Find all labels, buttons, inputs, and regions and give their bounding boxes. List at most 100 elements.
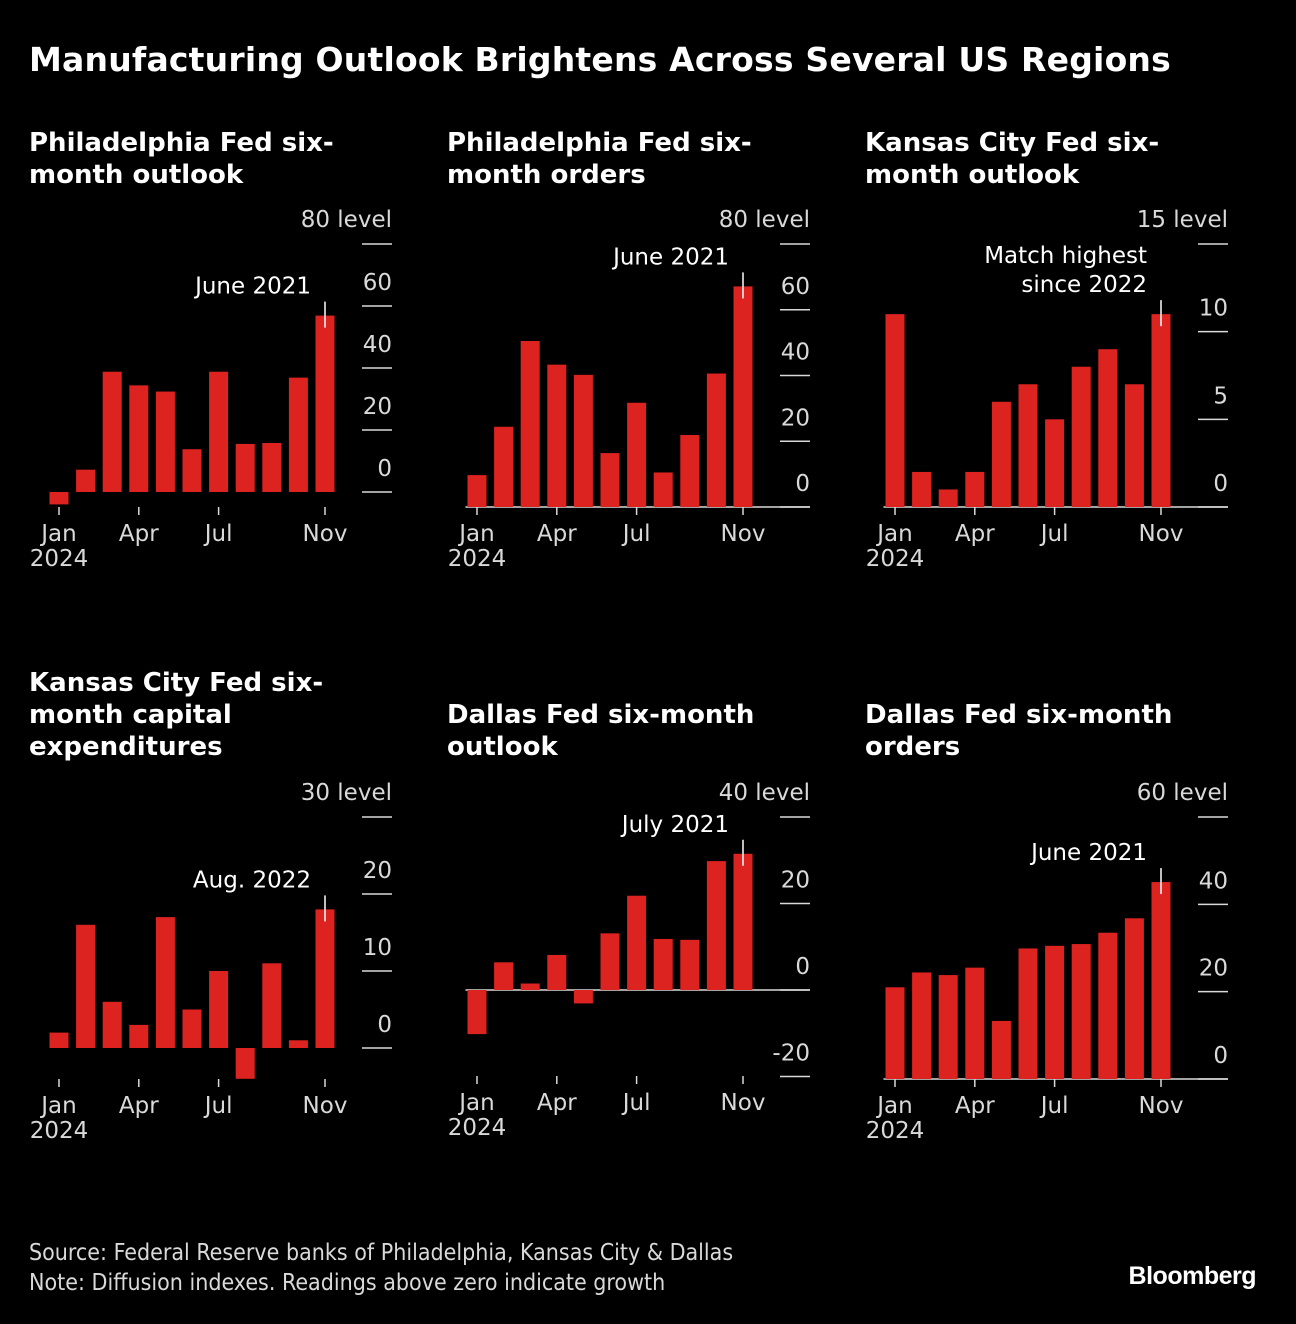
panel-title-line: month orders [447, 160, 646, 190]
y-tick-label: 0 [1213, 1043, 1228, 1069]
bar-apr [965, 967, 985, 1079]
bar-nov [733, 286, 753, 507]
bar-may [155, 917, 175, 1048]
bar-oct [288, 1040, 308, 1048]
y-tick-label: 0 [1213, 471, 1228, 497]
bar-jan [49, 1032, 69, 1048]
y-tick-label: 60 [363, 270, 392, 296]
panel-title-line: month capital [29, 700, 232, 730]
y-tick-label: 40 [781, 340, 810, 366]
bar-oct [706, 861, 726, 990]
bar-may [155, 391, 175, 492]
bar-may [991, 401, 1011, 507]
x-tick-label: Nov [721, 1090, 766, 1116]
panel-title: Dallas Fed six-month orders [865, 699, 1245, 763]
x-tick-year-label: 2024 [448, 546, 507, 572]
panel-title-line: outlook [447, 732, 558, 762]
bar-mar [102, 1001, 122, 1048]
panel-title-line: Dallas Fed six-month [447, 700, 755, 730]
x-tick-label: Nov [303, 1093, 348, 1119]
bar-feb [494, 962, 514, 990]
x-tick-label: Apr [955, 1093, 995, 1119]
panel-title-line: expenditures [29, 732, 223, 762]
bar-apr [129, 1024, 149, 1048]
bar-apr [547, 364, 567, 507]
bar-oct [1124, 384, 1144, 507]
annotation-label: June 2021 [1029, 840, 1147, 866]
panel-title-line: month outlook [29, 160, 244, 190]
x-tick-label: Jan [39, 521, 76, 547]
bar-aug [235, 443, 255, 492]
y-tick-label: 60 [781, 274, 810, 300]
x-tick-label: Jan [875, 1093, 912, 1119]
x-tick-label: Jan [875, 521, 912, 547]
panel-title-line: Kansas City Fed six- [865, 128, 1160, 158]
bar-aug [1071, 366, 1091, 507]
x-tick-year-label: 2024 [30, 546, 89, 572]
bar-sep [680, 939, 700, 990]
annotation-label: Aug. 2022 [193, 867, 311, 893]
y-tick-label: 0 [795, 954, 810, 980]
panel-title-line: orders [865, 732, 961, 762]
bar-nov [1151, 882, 1171, 1079]
bar-feb [76, 924, 96, 1048]
bar-sep [680, 435, 700, 507]
y-tick-label: -20 [772, 1041, 810, 1067]
x-tick-label: Jan [457, 1090, 494, 1116]
bar-sep [262, 963, 282, 1048]
y-tick-label: 20 [363, 394, 392, 420]
bar-jun [1018, 948, 1038, 1079]
y-tick-label: 20 [781, 868, 810, 894]
bar-sep [1098, 349, 1118, 507]
bar-nov [315, 909, 335, 1048]
bar-mar [520, 340, 540, 507]
x-tick-label: Jul [203, 521, 233, 547]
bar-jun [182, 1009, 202, 1048]
annotation-label: June 2021 [193, 274, 311, 300]
footnote: Note: Diffusion indexes. Readings above … [29, 1270, 666, 1296]
bar-oct [1124, 918, 1144, 1079]
bar-jul [1045, 419, 1065, 507]
x-tick-label: Nov [721, 521, 766, 547]
x-tick-year-label: 2024 [30, 1118, 89, 1144]
x-tick-label: Jul [1039, 521, 1069, 547]
bar-feb [76, 469, 96, 492]
x-tick-year-label: 2024 [866, 1118, 925, 1144]
x-tick-label: Jul [621, 1090, 651, 1116]
bar-nov [733, 853, 753, 990]
bar-jan [885, 314, 905, 507]
bar-sep [1098, 932, 1118, 1079]
y-tick-label: 10 [363, 935, 392, 961]
panel-title-line: Philadelphia Fed six- [447, 128, 752, 158]
bar-jun [182, 449, 202, 492]
bar-nov [315, 315, 335, 492]
bar-mar [520, 983, 540, 990]
bar-feb [912, 471, 932, 507]
bar-jun [600, 453, 620, 507]
bar-aug [653, 938, 673, 990]
panel-title-line: Kansas City Fed six- [29, 668, 324, 698]
y-tick-label: 20 [781, 405, 810, 431]
bar-jan [467, 475, 487, 507]
bloomberg-logo: Bloomberg [1128, 1262, 1257, 1290]
y-tick-label: 40 [363, 332, 392, 358]
y-unit-label: 40 level [719, 780, 810, 806]
y-unit-label: 30 level [301, 780, 392, 806]
bar-jul [209, 971, 229, 1048]
bar-jul [1045, 945, 1065, 1079]
bar-feb [494, 426, 514, 507]
bar-mar [102, 371, 122, 492]
x-tick-label: Jul [203, 1093, 233, 1119]
y-tick-label: 5 [1213, 383, 1228, 409]
bar-apr [129, 385, 149, 492]
annotation-label: June 2021 [611, 244, 729, 270]
y-tick-label: 0 [795, 471, 810, 497]
x-tick-label: Jul [1039, 1093, 1069, 1119]
panel-title-line: Dallas Fed six-month [865, 700, 1173, 730]
